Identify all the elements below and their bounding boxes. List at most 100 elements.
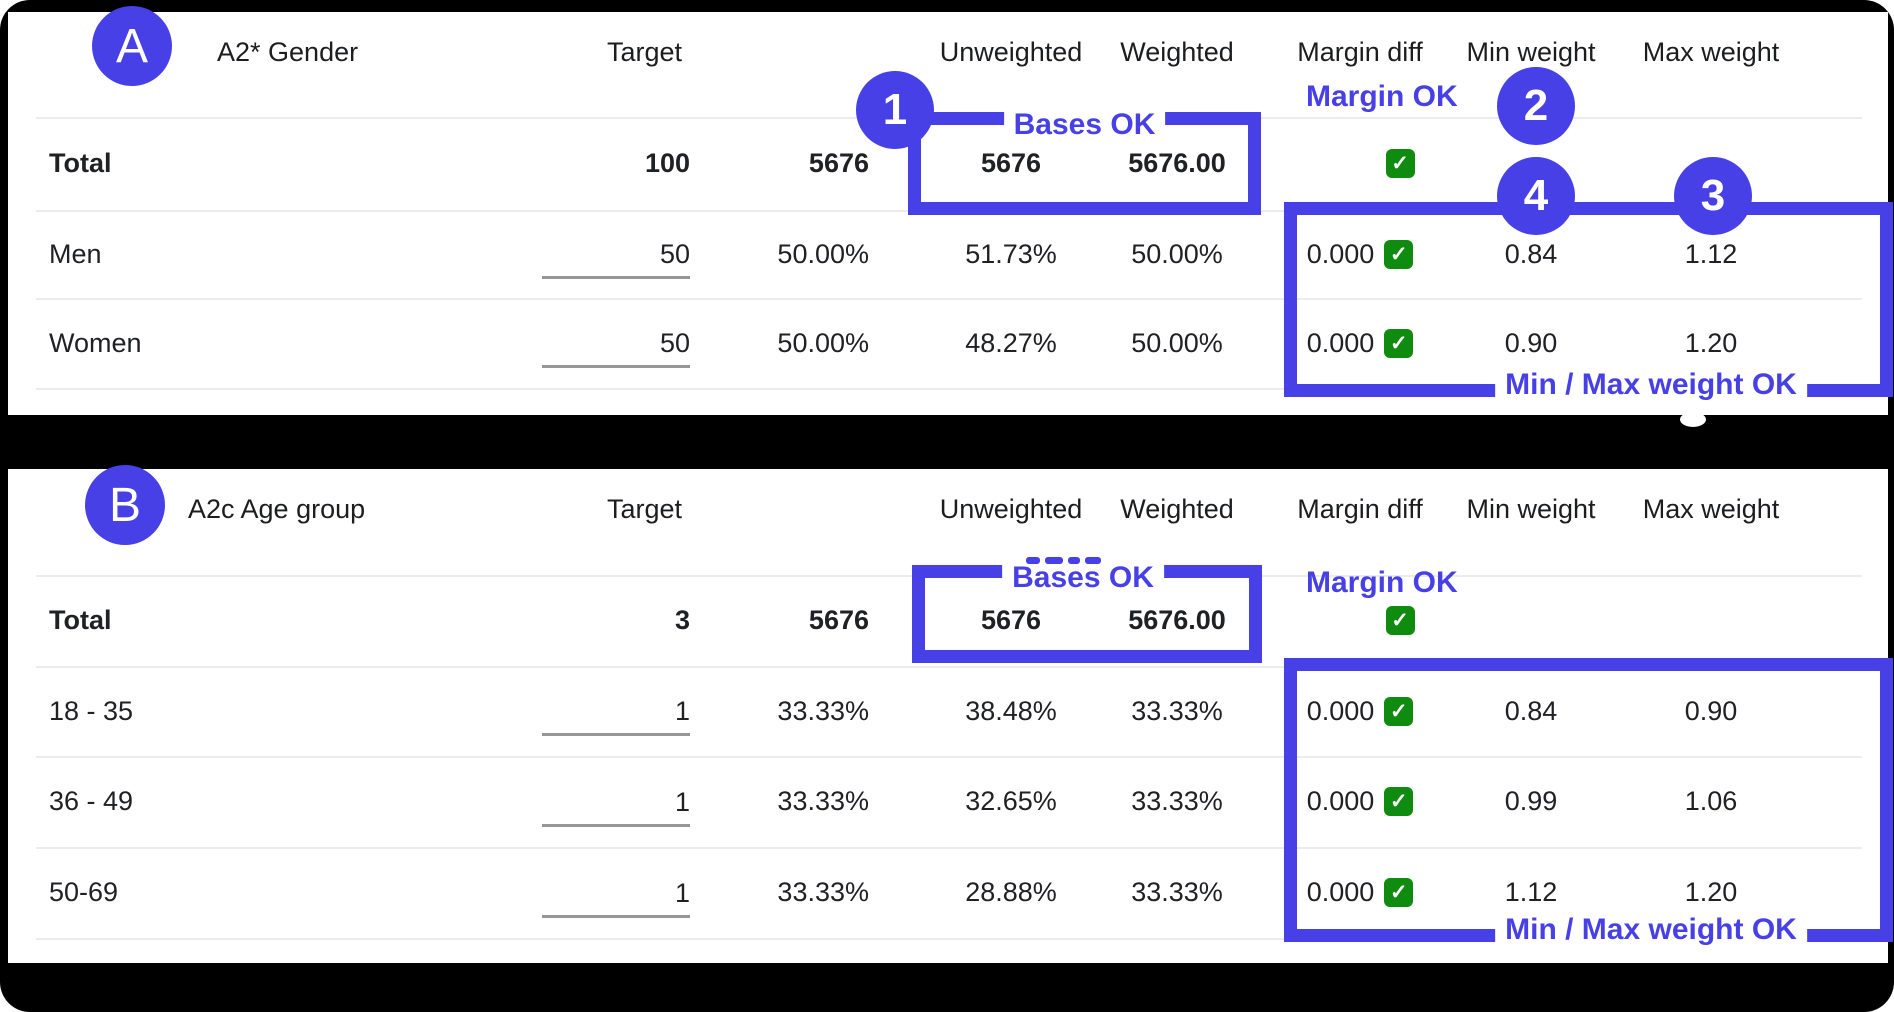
total-weighted-value: 5676.00: [1128, 605, 1226, 635]
unweighted-value: 51.73%: [965, 238, 1057, 269]
target-input[interactable]: 50: [542, 328, 690, 368]
row-divider: [36, 756, 1862, 758]
column-header-weighted: Weighted: [1120, 493, 1234, 524]
bases-ok-highlight-box-b: Bases OK: [912, 561, 1262, 663]
target-pct-value: 33.33%: [777, 695, 869, 726]
weighted-value: 33.33%: [1131, 786, 1223, 816]
min-weight-value: 0.90: [1504, 327, 1558, 358]
weighted-value: 33.33%: [1131, 877, 1223, 907]
row-divider: [36, 666, 1862, 668]
margin-ok-label-a: Margin OK: [1306, 80, 1458, 113]
total-base-value: 5676: [808, 148, 869, 178]
check-icon: ✓: [1389, 790, 1408, 813]
total-label: Total: [49, 148, 112, 178]
minmax-ok-label-b: Min / Max weight OK: [1495, 913, 1807, 947]
table-row-women: Women 50 50.00% 48.27% 50.00% 0.000 ✓ 0.…: [8, 298, 1888, 388]
table-row-50-69: 50-69 1 33.33% 28.88% 33.33% 0.000 ✓ 1.1…: [8, 847, 1888, 938]
table-row-men: Men 50 50.00% 51.73% 50.00% 0.000 ✓ 0.84…: [8, 210, 1888, 298]
margin-ok-checkbox[interactable]: ✓: [1385, 149, 1415, 178]
bases-ok-highlight-box-a: Bases OK: [908, 108, 1261, 215]
margin-diff-value: 0.000: [1306, 238, 1375, 269]
total-target-value: 100: [644, 148, 690, 178]
minmax-highlight-box-a: Min / Max weight OK: [1284, 202, 1893, 402]
category-label: 36 - 49: [49, 786, 134, 816]
margin-diff-value: 0.000: [1306, 877, 1375, 907]
check-icon: ✓: [1389, 881, 1408, 904]
weighted-value: 33.33%: [1131, 695, 1223, 726]
min-weight-value: 1.12: [1504, 877, 1558, 907]
category-label: Men: [49, 238, 102, 269]
unweighted-value: 32.65%: [965, 786, 1057, 816]
column-header-unweighted: Unweighted: [939, 493, 1083, 524]
column-header-unweighted: Unweighted: [939, 36, 1083, 67]
scribble-marks: [1026, 557, 1101, 564]
check-icon: ✓: [1391, 609, 1409, 632]
column-header-max-weight: Max weight: [1642, 36, 1780, 67]
cursor-dot: [1680, 412, 1706, 427]
total-unweighted-value: 5676: [980, 605, 1042, 635]
table-row-18-35: 18 - 35 1 33.33% 38.48% 33.33% 0.000 ✓ 0…: [8, 666, 1888, 756]
total-unweighted-value: 5676: [980, 148, 1042, 178]
step-badge-4: 4: [1497, 157, 1575, 235]
step-badge-3: 3: [1674, 157, 1752, 235]
row-divider: [36, 388, 1862, 390]
column-header-margin-diff: Margin diff: [1297, 493, 1423, 524]
step-badge-a: A: [92, 6, 172, 86]
check-icon: ✓: [1391, 152, 1409, 175]
max-weight-value: 1.06: [1684, 786, 1738, 816]
step-badge-b: B: [85, 465, 165, 545]
target-input[interactable]: 1: [542, 878, 690, 918]
total-label: Total: [49, 605, 112, 635]
table-row-36-49: 36 - 49 1 33.33% 32.65% 33.33% 0.000 ✓ 0…: [8, 756, 1888, 847]
column-header-margin-diff: Margin diff: [1297, 36, 1423, 67]
target-pct-value: 33.33%: [777, 877, 869, 907]
row-divider: [36, 298, 1862, 300]
variable-name-gender: A2* Gender: [217, 36, 359, 67]
gender-table-header-row: A2* Gender Target Unweighted Weighted Ma…: [8, 12, 1888, 92]
total-base-value: 5676: [808, 605, 869, 635]
min-weight-value: 0.99: [1504, 786, 1558, 816]
variable-name-age: A2c Age group: [188, 493, 366, 524]
age-weighting-table: A2c Age group Target Unweighted Weighted…: [8, 469, 1888, 963]
target-input[interactable]: 1: [542, 787, 690, 827]
target-pct-value: 50.00%: [777, 327, 869, 358]
min-weight-value: 0.84: [1504, 695, 1558, 726]
check-icon: ✓: [1389, 699, 1408, 723]
margin-ok-checkbox[interactable]: ✓: [1385, 606, 1415, 635]
target-input[interactable]: 1: [542, 696, 690, 736]
max-weight-value: 1.12: [1684, 238, 1738, 269]
unweighted-value: 38.48%: [965, 695, 1057, 726]
column-header-target: Target: [606, 36, 682, 67]
margin-ok-checkbox[interactable]: ✓: [1384, 787, 1414, 816]
target-pct-value: 33.33%: [777, 786, 869, 816]
step-badge-1: 1: [856, 71, 934, 149]
max-weight-value: 1.20: [1684, 327, 1738, 358]
weighted-value: 50.00%: [1131, 238, 1223, 269]
total-weighted-value: 5676.00: [1128, 148, 1226, 178]
category-label: Women: [49, 327, 142, 358]
margin-ok-checkbox[interactable]: ✓: [1384, 239, 1414, 269]
margin-ok-checkbox[interactable]: ✓: [1384, 328, 1414, 358]
age-table-header-row: A2c Age group Target Unweighted Weighted…: [8, 469, 1888, 549]
bases-ok-label-a: Bases OK: [1003, 108, 1166, 142]
column-header-min-weight: Min weight: [1466, 493, 1596, 524]
margin-diff-value: 0.000: [1306, 327, 1375, 358]
minmax-highlight-box-b: Min / Max weight OK: [1284, 658, 1893, 947]
step-badge-2: 2: [1497, 67, 1575, 145]
margin-ok-checkbox[interactable]: ✓: [1384, 878, 1414, 907]
target-input[interactable]: 50: [542, 239, 690, 279]
column-header-min-weight: Min weight: [1466, 36, 1596, 67]
max-weight-value: 0.90: [1684, 695, 1738, 726]
target-pct-value: 50.00%: [777, 238, 869, 269]
check-icon: ✓: [1389, 242, 1408, 266]
category-label: 18 - 35: [49, 695, 134, 726]
margin-ok-label-b: Margin OK: [1306, 566, 1458, 599]
margin-diff-value: 0.000: [1306, 695, 1375, 726]
max-weight-value: 1.20: [1684, 877, 1738, 907]
margin-ok-checkbox[interactable]: ✓: [1384, 696, 1414, 726]
age-total-row: Total 3 5676 5676 5676.00 ✓: [8, 575, 1888, 666]
gender-total-row: Total 100 5676 5676 5676.00 ✓: [8, 117, 1888, 210]
column-header-max-weight: Max weight: [1642, 493, 1780, 524]
total-target-value: 3: [674, 605, 690, 635]
